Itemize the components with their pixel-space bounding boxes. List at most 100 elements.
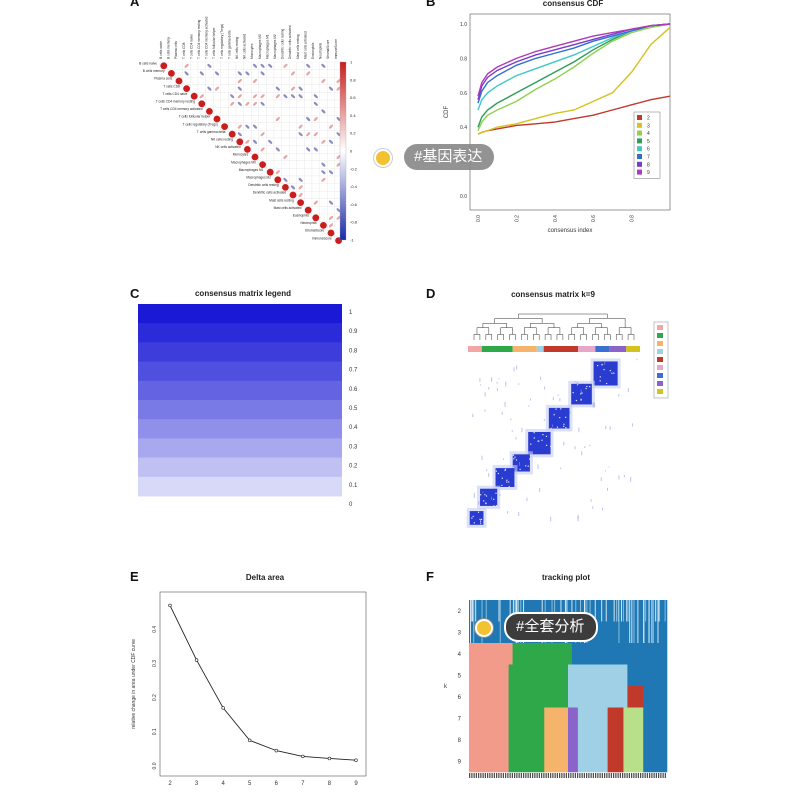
- row-label-14: Macrophages M1: [239, 168, 264, 172]
- col-label-20: Eosinophils: [311, 42, 315, 59]
- row-label-7: T cells follicular helper: [179, 115, 211, 119]
- tracking-rug-tick: [470, 773, 472, 778]
- corr-cell: [281, 84, 290, 93]
- matrix-speckle: [575, 399, 578, 402]
- matrix-speckle: [504, 468, 507, 470]
- corr-cell: [175, 61, 183, 70]
- corr-ellipse: [306, 116, 311, 122]
- matrix-legend-swatch: [657, 341, 663, 346]
- corr-cell: [281, 122, 290, 131]
- corr-cell: [319, 92, 328, 101]
- corr-cell: [258, 122, 267, 131]
- matrix-speckle: [497, 472, 499, 475]
- corr-ellipse: [252, 63, 258, 68]
- corr-ellipse: [321, 162, 326, 167]
- tag-full-analysis[interactable]: #全套分析: [504, 612, 599, 642]
- panel-c-consensus-legend: C consensus matrix legend 1 0.9 0.8 0.7 0.6 0…: [130, 286, 358, 508]
- tracking-rug-tick: [546, 773, 548, 778]
- cdf-y-tick: 0.6: [460, 91, 467, 97]
- corr-ellipse: [328, 170, 334, 175]
- tracking-rug-tick: [607, 773, 609, 778]
- corr-cell: [281, 99, 290, 108]
- colorbar-tick: 0.4: [350, 113, 356, 118]
- legend-level-label: 0.8: [349, 348, 358, 354]
- corr-cell: [235, 107, 244, 116]
- tracking-segment: [623, 729, 644, 751]
- corr-cell: [304, 175, 313, 184]
- delta-x-tick: 9: [354, 781, 358, 787]
- corr-ellipse: [298, 94, 303, 99]
- corr-diag-dot: [282, 184, 289, 191]
- corr-cell: [289, 107, 297, 116]
- matrix-speckle: [556, 426, 559, 428]
- legend-band-7: [138, 438, 342, 459]
- matrix-speckle: [589, 386, 591, 388]
- row-label-9: T cells gamma delta: [197, 130, 226, 134]
- corr-cell: [213, 61, 221, 70]
- matrix-speckle: [483, 521, 485, 523]
- tracking-noise: [618, 600, 620, 643]
- panel-letter-a: A: [130, 0, 140, 9]
- tracking-rug-tick: [623, 773, 625, 778]
- tracking-noise: [514, 600, 516, 622]
- corr-diag-dot: [251, 153, 259, 161]
- corr-cell: [167, 61, 176, 70]
- matrix-noise: [513, 367, 515, 372]
- tracking-rug-tick: [533, 773, 535, 778]
- matrix-speckle: [480, 522, 482, 524]
- corr-cell: [289, 168, 297, 177]
- matrix-speckle: [501, 477, 503, 479]
- corr-ellipse: [237, 94, 242, 99]
- corr-ellipse: [336, 154, 341, 160]
- matrix-noise: [592, 506, 594, 509]
- matrix-speckle: [480, 518, 483, 521]
- matrix-speckle: [580, 393, 582, 395]
- corr-cell: [273, 107, 282, 116]
- tag-gene-expression[interactable]: #基因表达: [404, 144, 495, 170]
- tracking-rug-tick: [661, 773, 663, 778]
- tracking-rug-tick: [562, 773, 564, 778]
- matrix-noise: [632, 423, 634, 427]
- matrix-speckle: [565, 427, 567, 429]
- corr-ellipse: [328, 215, 334, 220]
- dendro-branch: [473, 334, 481, 340]
- row-label-2: Plasma cells: [154, 77, 172, 81]
- corr-cell: [327, 69, 335, 78]
- cdf-x-tick: 0.2: [514, 215, 520, 222]
- matrix-speckle: [472, 515, 474, 518]
- matrix-speckle: [501, 484, 503, 486]
- matrix-title: consensus matrix k=9: [511, 290, 595, 299]
- tracking-rug-tick: [544, 773, 546, 778]
- tracking-segment: [568, 729, 579, 751]
- corr-ellipse: [336, 132, 341, 137]
- corr-cell: [304, 168, 313, 177]
- corr-cell: [311, 153, 320, 161]
- dendro-branch: [544, 334, 552, 340]
- corr-cell: [281, 160, 290, 169]
- tracking-noise: [512, 600, 514, 622]
- cluster-bar-segment: [536, 346, 544, 352]
- tracking-segment: [568, 664, 628, 687]
- tracking-k-label: 6: [458, 695, 462, 701]
- corr-cell: [281, 115, 290, 123]
- tracking-rug-tick: [487, 773, 488, 778]
- matrix-noise: [627, 387, 629, 392]
- tracking-rug-tick: [595, 773, 596, 778]
- tracking-rug-tick: [508, 773, 510, 778]
- delta-y-label: relative change in area under CDF curve: [131, 639, 137, 729]
- corr-cell: [281, 130, 290, 139]
- matrix-noise: [618, 394, 620, 397]
- tracking-rug-tick: [542, 773, 544, 778]
- corr-ellipse: [260, 71, 265, 76]
- dendro-branch: [482, 323, 507, 328]
- colorbar-tick: 0.8: [350, 77, 356, 82]
- cdf-legend-swatch: [637, 154, 642, 159]
- tracking-segment: [577, 707, 608, 730]
- corr-ellipse: [199, 71, 204, 76]
- cdf-x-tick: 0.8: [630, 215, 636, 222]
- legend-level-label: 0.5: [349, 406, 358, 412]
- corr-ellipse: [290, 185, 296, 190]
- corr-cell: [311, 191, 320, 199]
- matrix-speckle: [605, 382, 608, 385]
